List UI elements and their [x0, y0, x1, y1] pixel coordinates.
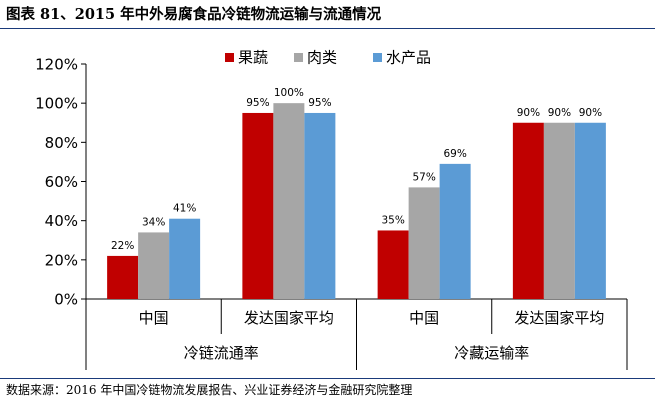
x-category-label: 中国: [409, 309, 439, 327]
legend-label: 肉类: [307, 49, 337, 67]
bar: [439, 163, 471, 299]
title-rule: [0, 28, 655, 29]
bars: [107, 103, 606, 300]
bar: [304, 112, 336, 299]
y-tick-label: 0%: [54, 291, 78, 309]
x-group-label: 冷藏运输率: [454, 344, 529, 362]
data-label: 69%: [443, 148, 466, 160]
bar: [512, 122, 544, 299]
bar: [169, 218, 201, 299]
x-category-label: 发达国家平均: [244, 309, 334, 327]
y-tick-label: 100%: [35, 95, 78, 113]
bar: [242, 112, 274, 299]
bar: [107, 255, 139, 299]
bar: [138, 232, 170, 299]
value-labels: 22% 95% 35% 90% 34% 100% 57% 90% 41% 95% 69% 90%: [111, 87, 602, 252]
data-label: 41%: [173, 203, 196, 215]
source-note: 数据来源：2016 年中国冷链物流发展报告、兴业证券经济与金融研究院整理: [6, 383, 413, 397]
data-label: 57%: [412, 171, 435, 183]
x-group-label: 冷链流通率: [184, 344, 259, 362]
chart-title: 图表 81、2015 年中外易腐食品冷链物流运输与流通情况: [6, 6, 382, 23]
data-label: 100%: [274, 87, 304, 99]
data-label: 90%: [517, 107, 540, 119]
y-tick-label: 60%: [45, 173, 78, 191]
data-label: 90%: [579, 107, 602, 119]
data-label: 35%: [381, 214, 404, 226]
bar: [273, 103, 305, 300]
x-category-label: 发达国家平均: [514, 309, 604, 327]
legend-label: 果蔬: [238, 49, 268, 67]
y-tick-label: 120%: [35, 56, 78, 74]
legend: 果蔬 肉类 水产品: [225, 49, 431, 67]
bar-chart: 0% 20% 40% 60% 80% 100% 120% 中国 发达国家平均 中国 发达国家平均冷链…: [35, 49, 628, 370]
legend-label: 水产品: [386, 49, 431, 67]
data-label: 22%: [111, 240, 134, 252]
bar: [574, 122, 606, 299]
bar: [543, 122, 575, 299]
bar: [377, 230, 409, 299]
x-category-label: 中国: [139, 309, 169, 327]
y-tick-label: 20%: [45, 251, 78, 269]
legend-swatch: [225, 53, 234, 62]
data-label: 90%: [548, 107, 571, 119]
data-label: 95%: [246, 97, 269, 109]
legend-swatch: [373, 53, 382, 62]
legend-swatch: [294, 53, 303, 62]
y-tick-label: 80%: [45, 134, 78, 152]
data-label: 34%: [142, 216, 165, 228]
source-rule: [0, 378, 655, 379]
bar: [408, 187, 440, 299]
data-label: 95%: [308, 97, 331, 109]
y-tick-label: 40%: [45, 212, 78, 230]
